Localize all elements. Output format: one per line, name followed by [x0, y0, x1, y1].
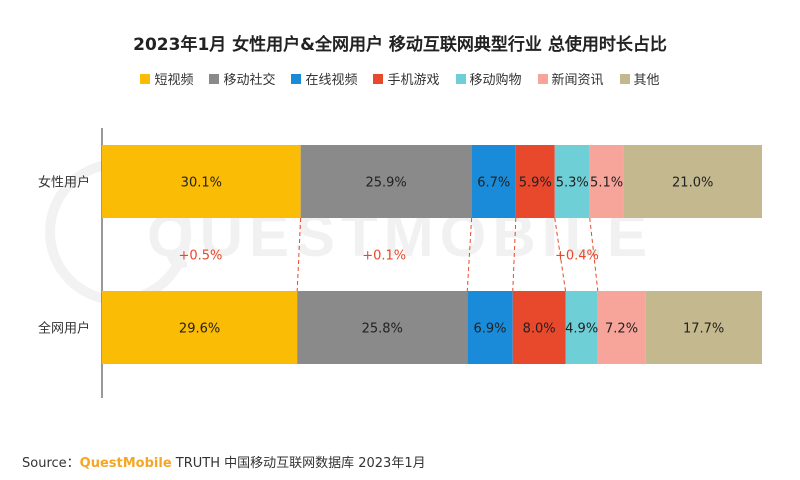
- bar-value-label: 5.3%: [556, 176, 589, 191]
- legend-item: 移动购物: [455, 69, 522, 88]
- bar-value-label: 6.9%: [474, 322, 507, 337]
- dashed-connector: [466, 217, 473, 292]
- legend-label: 移动社交: [223, 73, 276, 88]
- bar-segment: [645, 291, 762, 364]
- legend-item: 其他: [619, 69, 660, 88]
- bar-value-label: 4.9%: [565, 322, 598, 337]
- legend-swatch: [140, 73, 151, 84]
- bar-value-label: 25.9%: [365, 176, 406, 191]
- dashed-connector: [589, 217, 599, 292]
- source-label: Source：: [22, 456, 80, 471]
- bar-value-label: 7.2%: [605, 322, 638, 337]
- legend-label: 其他: [633, 73, 660, 88]
- bar-value-label: 17.7%: [683, 322, 724, 337]
- bar-value-label: 21.0%: [672, 176, 713, 191]
- source-note: Source：QuestMobile TRUTH 中国移动互联网数据库 2023…: [22, 452, 426, 471]
- legend: 短视频 移动社交 在线视频 手机游戏 移动购物 新闻资讯 其他: [0, 69, 800, 88]
- legend-item: 移动社交: [209, 69, 275, 88]
- bar-segment: [467, 291, 513, 364]
- bar-segment: [300, 145, 472, 218]
- change-annotation: +0.5%: [178, 249, 222, 264]
- legend-swatch: [291, 73, 302, 84]
- legend-swatch: [619, 73, 630, 84]
- legend-item: 新闻资讯: [537, 69, 604, 88]
- bar-value-label: 30.1%: [181, 176, 222, 191]
- bar-segment: [102, 291, 298, 364]
- legend-swatch: [455, 73, 466, 84]
- legend-label: 新闻资讯: [551, 73, 604, 88]
- legend-item: 手机游戏: [373, 69, 440, 88]
- source-text: TRUTH 中国移动互联网数据库 2023年1月: [171, 456, 426, 471]
- change-annotation: +0.1%: [362, 249, 406, 264]
- legend-swatch: [373, 73, 384, 84]
- category-label: 全网用户: [38, 321, 90, 337]
- dashed-connector: [554, 217, 567, 292]
- legend-label: 短视频: [154, 73, 194, 88]
- bar-segment: [512, 291, 566, 364]
- legend-label: 手机游戏: [387, 73, 440, 88]
- legend-label: 移动购物: [469, 73, 522, 88]
- change-annotation: +0.4%: [555, 249, 599, 264]
- bar-value-label: 5.9%: [519, 176, 552, 191]
- bar-value-label: 6.7%: [477, 176, 510, 191]
- legend-item: 在线视频: [291, 69, 357, 88]
- category-label: 女性用户: [38, 175, 90, 191]
- legend-swatch: [537, 73, 548, 84]
- bar-segment: [589, 145, 624, 218]
- bar-segment: [297, 291, 468, 364]
- source-brand: QuestMobile: [79, 456, 172, 471]
- bar-segment: [102, 145, 301, 218]
- bar-value-label: 5.1%: [590, 176, 623, 191]
- legend-swatch: [209, 73, 220, 84]
- bar-segment: [471, 145, 516, 218]
- bar-segment: [623, 145, 762, 218]
- bar-segment: [554, 145, 590, 218]
- bar-segment: [597, 291, 646, 364]
- bar-value-label: 29.6%: [179, 322, 220, 337]
- bar-value-label: 8.0%: [523, 322, 556, 337]
- bar-segment: [515, 145, 555, 218]
- dashed-connector: [296, 217, 302, 292]
- legend-label: 在线视频: [305, 73, 358, 88]
- bar-value-label: 25.8%: [362, 322, 403, 337]
- legend-item: 短视频: [140, 69, 193, 88]
- dashed-connector: [512, 217, 517, 292]
- chart-title: 2023年1月 女性用户&全网用户 移动互联网典型行业 总使用时长占比: [133, 35, 667, 55]
- bar-segment: [565, 291, 598, 364]
